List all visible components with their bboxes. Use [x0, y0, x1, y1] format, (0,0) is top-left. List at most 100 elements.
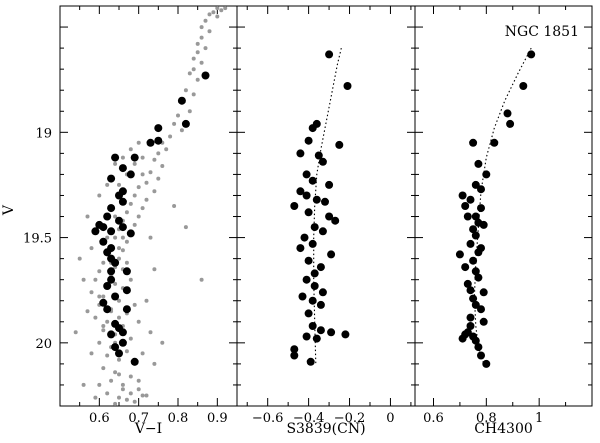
field-star-point — [140, 206, 145, 211]
field-star-point — [85, 309, 90, 314]
field-star-point — [132, 222, 137, 227]
field-star-point — [215, 6, 220, 11]
field-star-point — [81, 277, 86, 282]
observed-star-point — [318, 157, 327, 166]
field-star-point — [207, 12, 212, 17]
y-tick-label: 20 — [35, 337, 52, 352]
observed-star-point — [107, 330, 116, 339]
field-star-point — [101, 324, 106, 328]
observed-star-point — [308, 296, 317, 305]
observed-star-point — [302, 275, 311, 284]
plot-frame — [59, 5, 238, 407]
observed-star-point — [302, 191, 311, 200]
field-star-point — [132, 302, 137, 307]
x-axis-label: CH4300 — [474, 421, 533, 437]
x-tick-label: 1 — [535, 411, 543, 426]
observed-star-point — [107, 204, 116, 213]
observed-star-point — [290, 345, 299, 354]
field-star-point — [160, 164, 165, 168]
observed-star-point — [474, 248, 483, 257]
observed-star-point — [325, 180, 334, 189]
field-star-point — [148, 170, 153, 175]
observed-star-point — [461, 263, 470, 272]
observed-star-point — [122, 267, 131, 276]
field-star-point — [144, 180, 149, 185]
field-star-point — [195, 50, 200, 55]
field-star-point — [117, 372, 121, 377]
observed-star-point — [111, 343, 120, 352]
observed-star-point — [296, 149, 305, 158]
observed-star-point — [103, 305, 112, 314]
observed-star-point — [335, 140, 344, 149]
field-star-point — [120, 382, 125, 387]
field-star-point — [117, 256, 121, 261]
observed-star-point — [103, 212, 112, 221]
field-star-point — [148, 330, 153, 335]
field-star-point — [132, 399, 137, 404]
field-star-point — [105, 235, 110, 240]
observed-star-point — [111, 153, 120, 162]
field-star-point — [109, 378, 114, 383]
cmd-panel: 0.6 0.7 0.8 0.9 19 19.5 20 V V−I — [1, 5, 238, 437]
field-star-point — [199, 25, 204, 30]
observed-star-point — [310, 223, 319, 232]
field-star-point — [152, 189, 157, 194]
observed-star-point — [107, 227, 116, 236]
field-star-point — [93, 395, 98, 400]
field-star-point — [117, 357, 121, 362]
field-star-point — [203, 46, 208, 51]
field-star-point — [124, 349, 129, 354]
observed-star-point — [304, 136, 313, 145]
observed-star-point — [490, 138, 499, 147]
observed-star-point — [469, 294, 478, 303]
field-star-point — [105, 182, 110, 187]
field-star-point — [120, 155, 125, 160]
observed-star-point — [455, 250, 464, 259]
x-tick-label: 0.8 — [168, 411, 189, 426]
field-star-point — [117, 246, 121, 251]
field-star-point — [156, 151, 161, 156]
field-star-point — [113, 281, 118, 286]
observed-star-point — [474, 273, 483, 282]
x-tick-label: −0.2 — [334, 411, 366, 426]
observed-star-point — [99, 237, 108, 246]
x-tick-label: 0.9 — [207, 411, 228, 426]
observed-star-point — [118, 164, 127, 173]
field-star-point — [191, 92, 196, 97]
field-star-point — [140, 155, 145, 160]
field-star-point — [140, 393, 145, 398]
field-star-point — [172, 121, 177, 126]
x-tick-label: −0.6 — [252, 411, 284, 426]
field-star-point — [113, 161, 118, 166]
observed-star-point — [466, 313, 475, 322]
plot-frame — [236, 5, 416, 407]
field-star-point — [176, 113, 180, 118]
y-tick-label: 19.5 — [23, 232, 52, 247]
field-star-point — [132, 193, 137, 198]
field-star-point — [81, 382, 86, 387]
field-star-point — [144, 298, 149, 303]
plot-frame — [414, 5, 593, 407]
field-star-point — [195, 41, 200, 46]
observed-star-point — [181, 119, 190, 128]
field-star-point — [152, 157, 157, 162]
observed-star-point — [474, 159, 483, 168]
observed-star-point — [115, 191, 123, 200]
field-star-point — [120, 235, 125, 240]
field-star-point — [128, 277, 133, 282]
observed-star-point — [477, 204, 485, 213]
field-star-point — [117, 315, 121, 320]
observed-star-point — [103, 282, 112, 290]
observed-star-point — [304, 309, 313, 318]
field-star-point — [148, 235, 153, 240]
field-star-point — [124, 210, 129, 215]
observed-star-point — [321, 197, 329, 206]
observed-star-point — [154, 124, 163, 133]
field-star-point — [156, 176, 161, 181]
x-tick-label: 0.7 — [128, 411, 149, 426]
field-star-point — [101, 260, 106, 265]
x-tick-label: −0.4 — [293, 411, 325, 426]
observed-star-point — [463, 279, 472, 288]
field-star-point — [132, 161, 137, 166]
observed-star-point — [312, 195, 321, 204]
